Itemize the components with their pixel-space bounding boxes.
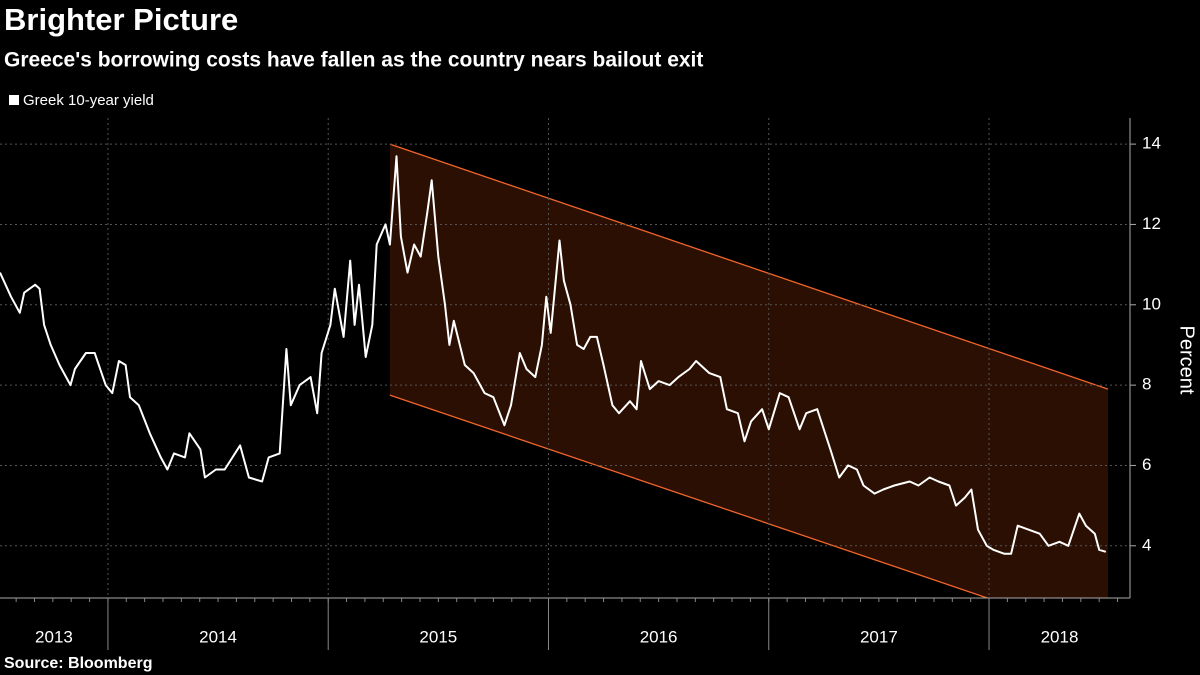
y-tick-label: 8 xyxy=(1142,375,1151,394)
legend-swatch xyxy=(9,95,19,105)
legend-label: Greek 10-year yield xyxy=(23,92,154,109)
channel-lower xyxy=(389,394,990,598)
channel-upper xyxy=(389,143,1109,390)
y-tick-label: 12 xyxy=(1142,214,1161,233)
line xyxy=(0,155,1107,555)
y-tick-label: 10 xyxy=(1142,294,1161,313)
x-tick-label: 2017 xyxy=(860,627,898,646)
y-tick-label: 14 xyxy=(1142,134,1161,153)
channel-area xyxy=(389,144,1108,598)
y-tick-label: 6 xyxy=(1142,455,1151,474)
y-axis-title: Percent xyxy=(1176,326,1198,395)
x-tick-label: 2014 xyxy=(199,627,237,646)
source: Source: Bloomberg xyxy=(4,655,152,672)
channel xyxy=(389,143,1109,598)
x-tick-label: 2013 xyxy=(35,627,73,646)
chart-subtitle: Greece's borrowing costs have fallen as … xyxy=(4,49,703,72)
x-tick-label: 2015 xyxy=(419,627,457,646)
chart-title: Brighter Picture xyxy=(4,2,238,37)
x-tick-label: 2018 xyxy=(1041,627,1079,646)
y-tick-label: 4 xyxy=(1142,535,1151,554)
x-tick-label: 2016 xyxy=(640,627,678,646)
